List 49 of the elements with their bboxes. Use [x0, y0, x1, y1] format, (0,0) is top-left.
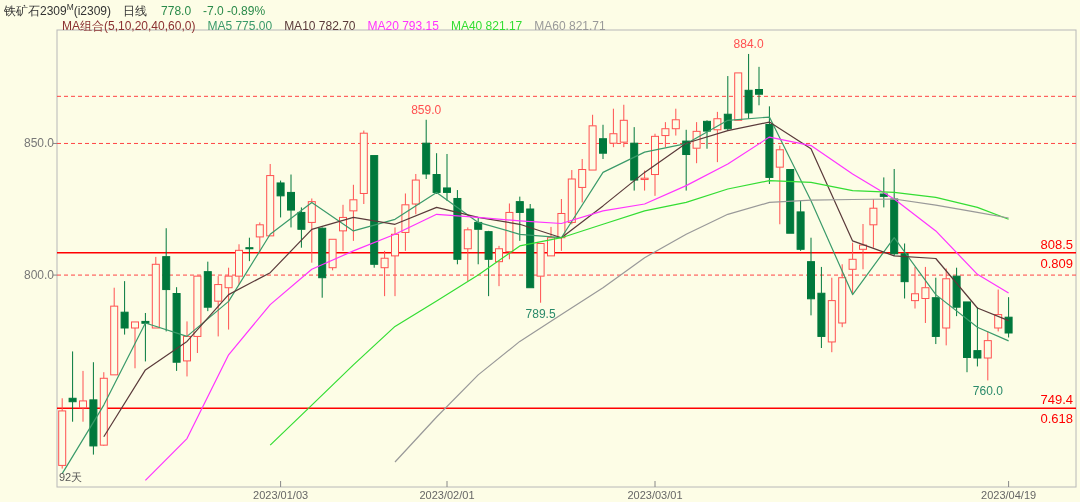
candlestick [349, 184, 358, 242]
text: 778.0 [161, 4, 192, 18]
annotation: 884.0 [733, 36, 764, 51]
candlestick [630, 126, 639, 192]
text: MA5 775.00 [207, 19, 273, 33]
candlestick [682, 129, 691, 192]
candlestick [755, 66, 763, 106]
candlestick [817, 266, 826, 349]
candlestick [318, 227, 327, 299]
candlestick [245, 237, 254, 262]
text: -7.0 -0.89% [203, 4, 266, 18]
ref-line-label: 808.5 0.809 [1040, 236, 1073, 271]
candlestick [443, 153, 451, 202]
candlestick [599, 124, 607, 160]
line-series [144, 136, 1010, 481]
candlestick [703, 120, 711, 150]
candlestick [68, 350, 77, 423]
chart-title: 铁矿石2309$^{M}$(i2309) [3, 2, 112, 18]
chart-subtitle: 日线 [123, 4, 148, 18]
annotation: 789.5 [525, 306, 556, 321]
candlestick [183, 320, 191, 377]
candlestick [141, 312, 150, 362]
x-tick-label: 2023/01/03 [253, 489, 309, 501]
text: MA10 782.70 [284, 19, 356, 33]
x-tick-label: 2023/04/19 [981, 489, 1037, 501]
annotation: MA组合(5,10,20,40,60,0) [62, 19, 196, 33]
candlestick [671, 108, 680, 137]
ref-line-label: 749.4 0.618 [1040, 392, 1073, 427]
candlestick [162, 227, 171, 332]
annotation: 760.0 [972, 384, 1004, 399]
candlestick [287, 174, 295, 228]
annotation: 859.0 [411, 102, 442, 117]
candlestick [827, 277, 836, 353]
line-series [394, 198, 1010, 463]
text: MA60 821.71 [534, 19, 607, 33]
candlestick [578, 158, 587, 203]
candlestick [58, 397, 67, 470]
annotation: 92天 [59, 471, 83, 483]
candlestick [807, 237, 815, 316]
candlestick [79, 370, 87, 423]
candlestick [859, 223, 867, 270]
y-tick-label: 850.0 [23, 136, 55, 151]
line-series [269, 180, 1010, 446]
text: MA20 793.15 [367, 19, 440, 33]
candlestick [307, 197, 316, 264]
x-tick-label: 2023/02/01 [419, 489, 475, 501]
x-tick-label: 2023/03/01 [627, 489, 683, 501]
text: MA40 821.17 [450, 19, 523, 33]
y-tick-label: 800.0 [23, 268, 55, 283]
